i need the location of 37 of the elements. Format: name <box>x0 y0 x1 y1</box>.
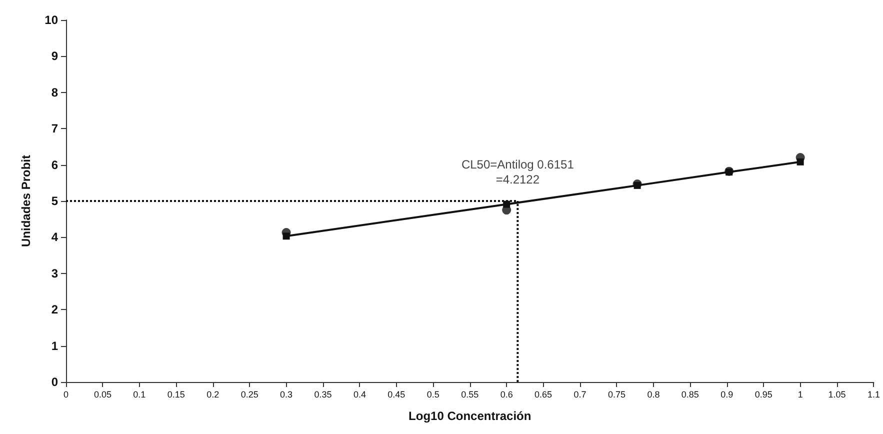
y-tick-label: 10 <box>44 13 58 27</box>
y-tick-label: 4 <box>51 230 58 244</box>
x-tick-label: 0.95 <box>754 390 772 400</box>
y-tick-label: 7 <box>51 122 58 136</box>
x-axis-title: Log10 Concentración <box>408 409 532 423</box>
x-tick-label: 0.75 <box>608 390 626 400</box>
x-tick-label: 0 <box>63 390 69 400</box>
x-tick-label: 0.9 <box>720 390 734 400</box>
x-tick-label: 0.55 <box>461 390 479 400</box>
x-tick-label: 0.6 <box>500 390 513 400</box>
x-tick-label: 0.15 <box>167 390 185 400</box>
x-tick-label: 0.25 <box>240 390 258 400</box>
x-tick-label: 0.05 <box>94 390 112 400</box>
y-tick-label: 5 <box>51 194 58 208</box>
x-tick-label: 0.35 <box>314 390 332 400</box>
x-tick-label: 0.3 <box>280 390 293 400</box>
x-tick-label: 0.65 <box>534 390 552 400</box>
x-tick-label: 0.8 <box>647 390 660 400</box>
x-tick-label: 1.1 <box>867 390 880 400</box>
y-axis-title: Unidades Probit <box>19 154 33 248</box>
x-tick-label: 0.85 <box>681 390 699 400</box>
y-tick-label: 3 <box>51 266 58 280</box>
x-tick-label: 0.1 <box>133 390 146 400</box>
y-tick-label: 1 <box>51 338 58 353</box>
y-tick-label: 2 <box>51 302 58 317</box>
x-tick-label: 0.7 <box>574 390 586 400</box>
y-tick-label: 8 <box>51 85 58 100</box>
x-tick-label: 0.2 <box>206 390 220 400</box>
x-tick-label: 1 <box>798 390 803 400</box>
x-tick-label: 0.4 <box>353 390 366 400</box>
y-tick-label: 0 <box>51 375 58 389</box>
x-tick-label: 1.05 <box>828 390 846 400</box>
x-tick-label: 0.45 <box>388 390 406 400</box>
annotation: CL50=Antilog 0.6151 =4.2122 <box>461 158 574 186</box>
y-tick-label: 6 <box>51 158 58 172</box>
y-tick-label: 9 <box>51 49 58 64</box>
x-tick-label: 0.5 <box>426 390 440 400</box>
